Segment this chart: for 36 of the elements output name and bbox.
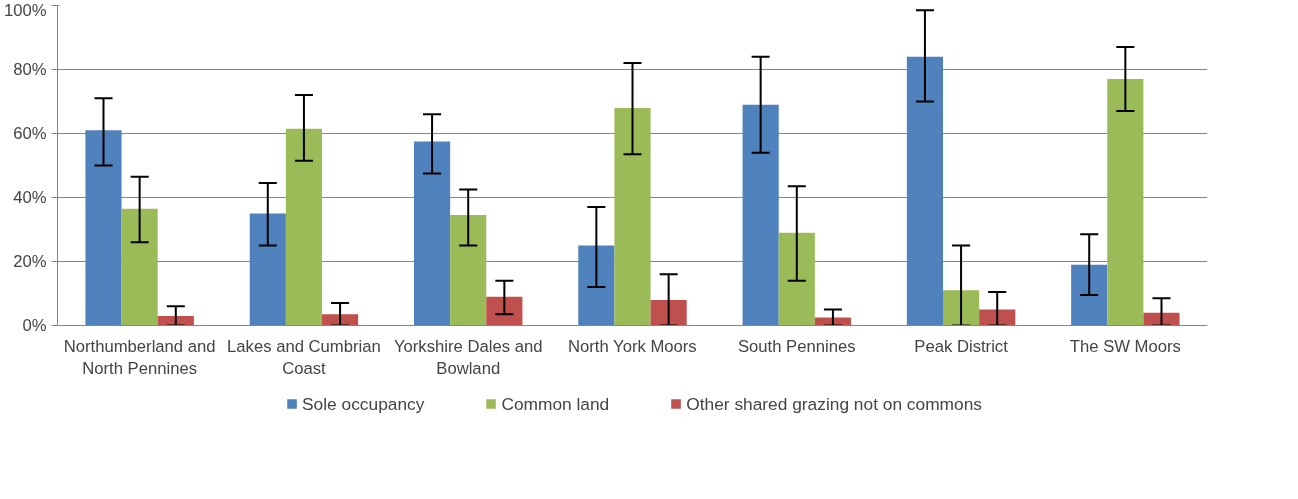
bar bbox=[450, 215, 487, 326]
legend-label: Other shared grazing not on commons bbox=[686, 393, 982, 414]
bar bbox=[249, 213, 286, 326]
y-tick-label: 20% bbox=[13, 252, 47, 271]
bar bbox=[943, 290, 980, 326]
x-tick-label: Peak District bbox=[914, 336, 1009, 356]
x-tick-label: South Pennines bbox=[737, 336, 856, 356]
bar bbox=[414, 141, 451, 326]
bar bbox=[1071, 264, 1108, 326]
legend-label: Common land bbox=[501, 393, 610, 414]
bar bbox=[979, 309, 1016, 326]
x-tick-label: The SW Moors bbox=[1069, 336, 1181, 356]
x-tick-label: Northumberland and North Pennines bbox=[63, 336, 216, 379]
y-tick-label: 100% bbox=[3, 0, 47, 20]
bar bbox=[778, 232, 815, 326]
x-tick-label: Lakes and Cumbrian Coast bbox=[227, 336, 381, 379]
bar bbox=[578, 245, 615, 326]
bar bbox=[285, 128, 322, 326]
bar bbox=[85, 130, 122, 326]
bar bbox=[157, 315, 194, 326]
y-tick-label: 80% bbox=[13, 60, 47, 79]
bar bbox=[742, 104, 779, 326]
bar bbox=[121, 208, 158, 326]
x-tick-label: North York Moors bbox=[568, 336, 697, 356]
y-tick-label: 60% bbox=[13, 124, 47, 143]
bar bbox=[614, 107, 651, 326]
bar bbox=[1107, 79, 1144, 326]
bar bbox=[650, 299, 687, 326]
x-tick-label: Yorkshire Dales and Bowland bbox=[393, 336, 543, 379]
y-tick-label: 0% bbox=[22, 316, 47, 335]
y-tick-label: 40% bbox=[13, 188, 47, 207]
bar bbox=[486, 296, 523, 326]
legend-label: Sole occupancy bbox=[302, 393, 425, 414]
bar bbox=[906, 56, 943, 326]
bar bbox=[1143, 312, 1180, 326]
bar bbox=[322, 314, 359, 326]
